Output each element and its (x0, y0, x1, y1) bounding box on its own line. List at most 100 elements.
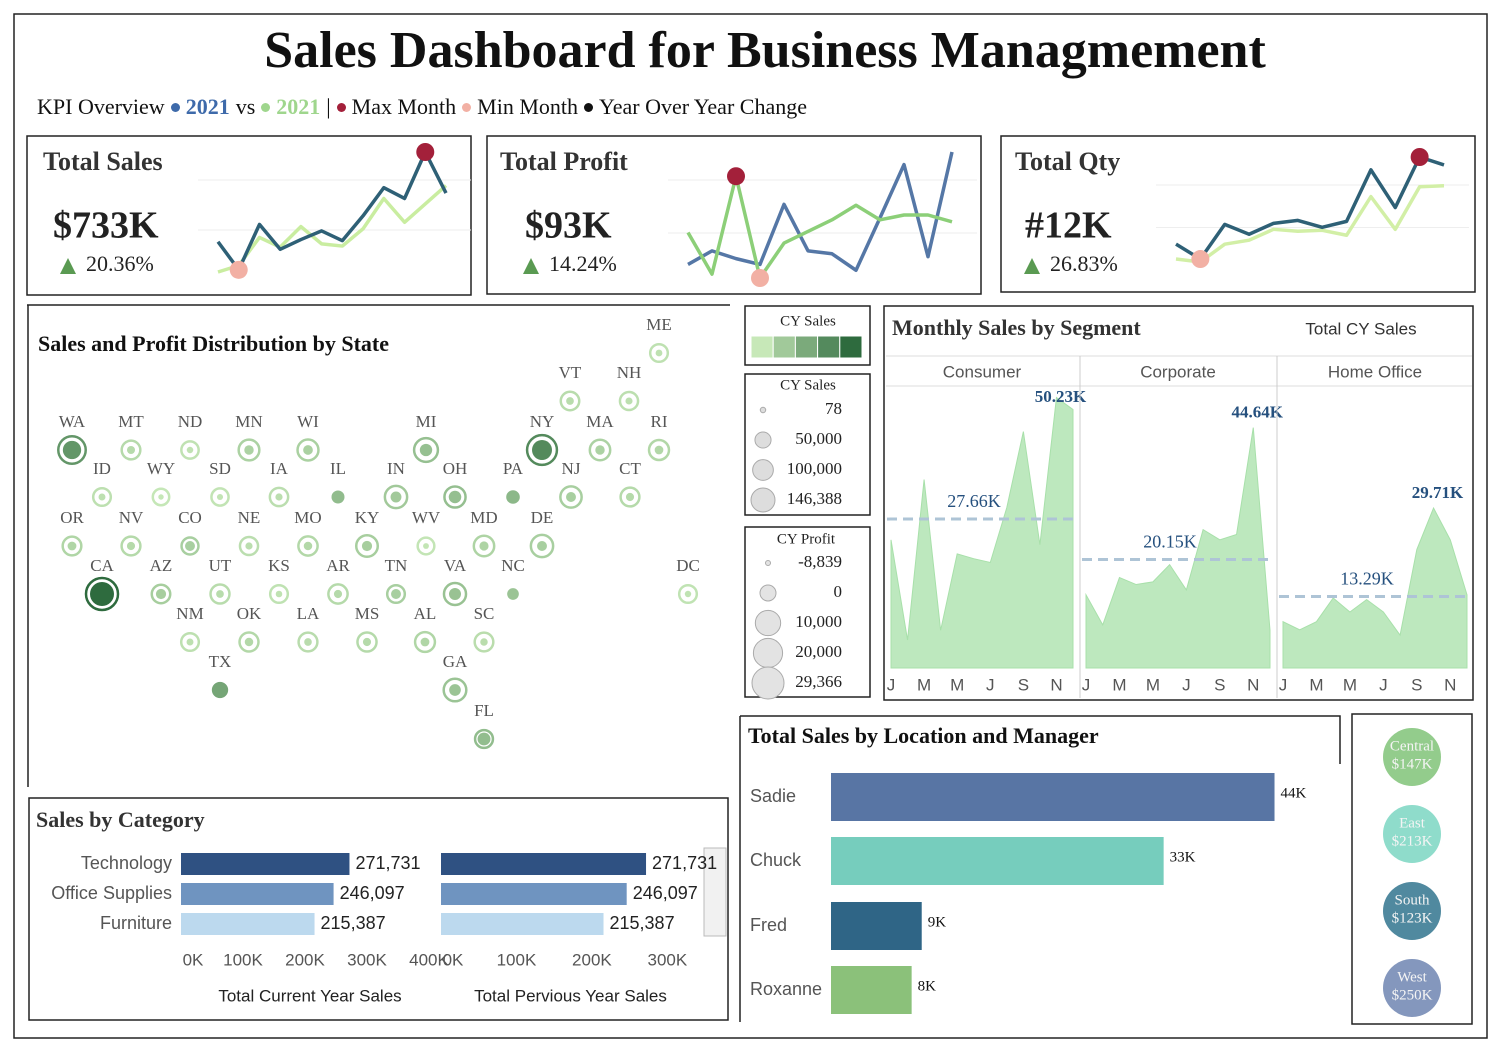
area (1085, 427, 1271, 669)
state-label: IN (387, 459, 405, 478)
region-name: East (1399, 815, 1426, 831)
map-title: Sales and Profit Distribution by State (38, 331, 389, 356)
state-label: NH (617, 363, 642, 382)
sales-dot (185, 541, 195, 551)
sales-dot (537, 541, 547, 551)
state-label: GA (443, 652, 468, 671)
state-label: LA (297, 604, 320, 623)
region-sales: $250K (1392, 987, 1433, 1003)
sales-dot (216, 590, 224, 598)
size-key (754, 431, 772, 449)
size-key (765, 560, 771, 566)
size-key-label: 20,000 (795, 642, 842, 661)
state-label: KS (268, 556, 290, 575)
sales-dot (625, 492, 635, 502)
state-label: MN (235, 412, 262, 431)
size-key-label: -8,839 (798, 552, 842, 571)
map-frame (27, 304, 730, 787)
sales-dot (420, 637, 430, 647)
sales-dot (655, 349, 663, 357)
sales-dot (304, 638, 312, 646)
panel-header: Corporate (1140, 362, 1216, 381)
bar (181, 883, 334, 905)
state-label: WA (59, 412, 86, 431)
state-label: ND (178, 412, 203, 431)
state-label: MD (470, 508, 497, 527)
state-label: AZ (150, 556, 173, 575)
value-label: 246,097 (340, 883, 405, 903)
sales-dot (275, 590, 283, 598)
sales-dot (155, 588, 167, 600)
sales-dot (391, 589, 401, 599)
kpi-change: 26.83% (1050, 251, 1118, 276)
legend-title: CY Profit (777, 531, 836, 547)
bar (441, 883, 627, 905)
legend-box (744, 305, 871, 366)
x-tick-label: M (1309, 675, 1323, 694)
sales-dot (62, 440, 82, 460)
x-tick-label: M (1343, 675, 1357, 694)
state-label: NC (501, 556, 525, 575)
average-label: 27.66K (947, 491, 1001, 511)
kpi-card (486, 135, 982, 295)
sales-dot (654, 445, 664, 455)
sales-dot (532, 440, 552, 460)
x-tick-label: M (917, 675, 931, 694)
sales-dot (566, 397, 574, 405)
outer-border (13, 13, 1488, 1039)
legend-dot (170, 102, 180, 112)
chart-subtitle: Total CY Sales (1305, 319, 1416, 338)
color-swatch (772, 335, 796, 359)
min-marker (229, 260, 248, 279)
region-frame (1351, 713, 1473, 1025)
x-tick-label: J (1082, 675, 1091, 694)
state-label: OH (443, 459, 468, 478)
region-name: South (1394, 892, 1430, 908)
state-label: ID (93, 459, 111, 478)
sales-dot (303, 541, 313, 551)
state-label: NY (530, 412, 555, 431)
region-name: Central (1390, 738, 1434, 754)
max-marker (1410, 148, 1429, 166)
region-sales: $213K (1392, 833, 1433, 849)
state-label: MI (416, 412, 437, 431)
bar (181, 913, 315, 935)
size-key-label: 50,000 (795, 429, 842, 448)
scrollbar (703, 847, 727, 937)
sparkline (216, 150, 448, 272)
sales-dot (362, 637, 372, 647)
sales-dot (448, 587, 462, 601)
x-tick-label: S (1018, 675, 1029, 694)
state-label: NJ (562, 459, 581, 478)
bar (441, 913, 604, 935)
legend-box (744, 526, 871, 698)
kpi-card (26, 135, 472, 296)
x-tick-label: N (1050, 675, 1062, 694)
area (1282, 506, 1468, 669)
category-label: Roxanne (750, 979, 822, 999)
kpi-title: Total Qty (1015, 147, 1120, 176)
x-tick-label: J (1279, 675, 1288, 694)
state-label: MA (586, 412, 614, 431)
sales-dot (423, 543, 429, 549)
sales-dot (67, 541, 77, 551)
bar (831, 773, 1275, 821)
kpi-legend: KPI Overview 2021 vs 2021 | Max Month Mi… (37, 94, 807, 120)
x-axis-title: Total Current Year Sales (218, 986, 401, 1005)
kpi-change: 20.36% (86, 251, 154, 276)
kpi-change: 14.24% (549, 251, 617, 276)
color-swatch (794, 335, 819, 359)
min-marker (751, 269, 769, 287)
color-swatch (750, 335, 774, 359)
chart-title: Sales by Category (36, 807, 205, 832)
sales-dot (158, 494, 164, 500)
size-key-label: 10,000 (795, 612, 842, 631)
x-tick-label: S (1411, 675, 1422, 694)
category-label: Furniture (100, 913, 172, 933)
x-tick-label: J (1182, 675, 1191, 694)
x-tick-label: 0K (183, 950, 204, 969)
max-marker (727, 167, 745, 186)
state-label: PA (503, 459, 524, 478)
legend-text: Min Month (477, 94, 579, 119)
category-frame (28, 797, 729, 1021)
